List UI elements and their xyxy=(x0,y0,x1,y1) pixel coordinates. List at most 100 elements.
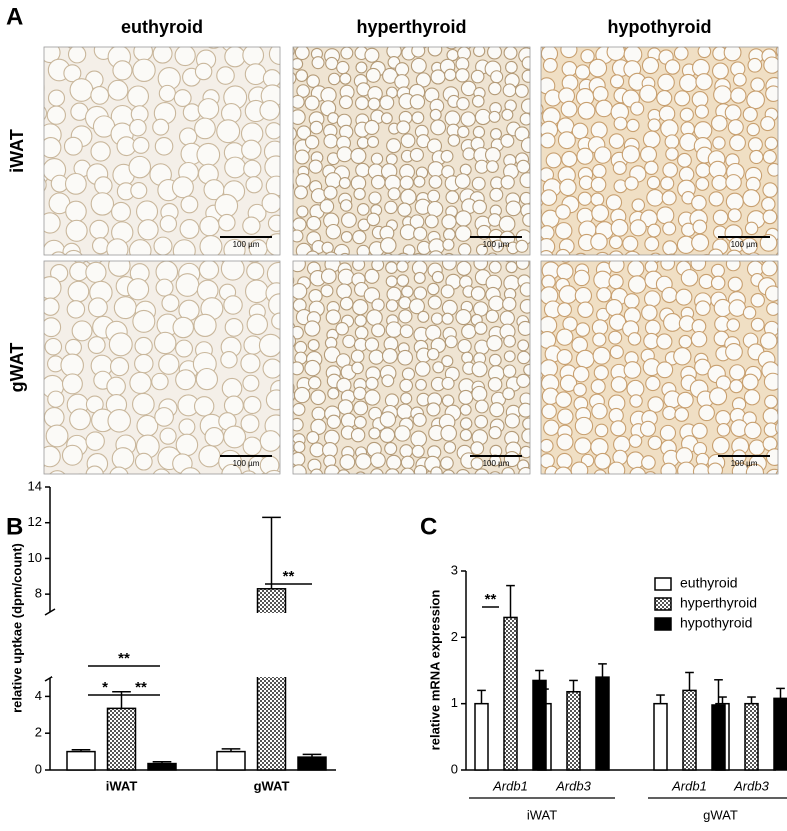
tissue-cell xyxy=(502,387,515,401)
tissue-cell xyxy=(646,188,664,207)
tissue-cell xyxy=(460,111,476,127)
tissue-cell xyxy=(129,371,152,395)
tissue-cell xyxy=(401,285,414,298)
tissue-cell xyxy=(650,252,662,255)
tissue-cell xyxy=(629,219,647,237)
tissue-cell xyxy=(759,332,778,350)
tissue-cell xyxy=(762,182,778,198)
image-border xyxy=(540,260,779,475)
tissue-cell xyxy=(333,243,350,255)
tissue-cell xyxy=(441,312,454,325)
tissue-cell xyxy=(383,252,393,255)
tissue-cell xyxy=(659,424,677,442)
tissue-cell xyxy=(518,466,530,474)
tissue-cell xyxy=(417,47,428,49)
tissue-cell xyxy=(379,237,397,254)
tissue-cell xyxy=(111,447,135,470)
tissue-cell xyxy=(89,219,109,240)
tissue-cell xyxy=(716,32,728,44)
tissue-cell xyxy=(293,440,306,454)
tissue-cell xyxy=(265,389,280,411)
tissue-cell xyxy=(557,408,574,425)
tissue-cell xyxy=(779,102,787,117)
tissue-cell xyxy=(764,28,780,44)
tissue-cell xyxy=(424,214,439,229)
tissue-cell xyxy=(414,361,431,377)
tissue-cell xyxy=(763,56,778,74)
tissue-cell xyxy=(712,62,729,80)
tissue-cell xyxy=(295,242,312,255)
tissue-cell xyxy=(645,375,661,392)
tissue-cell xyxy=(743,389,761,406)
tissue-cell xyxy=(641,455,656,470)
significance-label: ** xyxy=(118,650,130,667)
tissue-cell xyxy=(780,392,787,408)
tissue-cell xyxy=(612,47,623,49)
tissue-cell xyxy=(627,261,645,278)
tissue-cell xyxy=(309,442,325,458)
tissue-cell xyxy=(67,47,87,64)
tissue-cell xyxy=(427,189,441,203)
tissue-cell xyxy=(355,453,372,470)
axis-break-gap xyxy=(52,613,338,677)
tissue-cell xyxy=(591,402,608,420)
tissue-cell xyxy=(370,478,385,493)
tissue-cell xyxy=(712,136,726,150)
tissue-cell xyxy=(707,462,724,474)
tissue-cell xyxy=(519,445,530,459)
tissue-cell xyxy=(489,471,501,474)
tissue-cell xyxy=(180,195,199,214)
tissue-cell xyxy=(319,199,335,214)
tissue-cell xyxy=(725,261,741,272)
tissue-cell xyxy=(608,133,625,149)
tissue-cell xyxy=(624,250,641,255)
tissue-cell xyxy=(746,90,765,110)
tissue-cell xyxy=(242,47,265,67)
tissue-cell xyxy=(441,261,457,271)
tissue-cell xyxy=(69,78,94,102)
tissue-cell xyxy=(474,399,489,414)
tissue-cell xyxy=(516,159,530,174)
tissue-cell xyxy=(777,326,778,335)
tissue-cell xyxy=(385,299,399,312)
tissue-cell xyxy=(293,168,294,175)
bar xyxy=(682,689,697,771)
tissue-cell xyxy=(437,47,440,48)
tissue-cell xyxy=(204,427,225,447)
tissue-cell xyxy=(574,416,594,436)
tissue-cell xyxy=(85,431,105,451)
tissue-cell xyxy=(411,111,425,125)
tissue-cell xyxy=(730,87,747,104)
bar xyxy=(66,750,96,771)
tissue-cell xyxy=(20,62,41,83)
tissue-cell xyxy=(502,83,517,98)
tissue-cell xyxy=(574,64,591,80)
tissue-cell xyxy=(352,230,367,245)
tissue-cell xyxy=(47,89,66,107)
tissue-cell xyxy=(595,99,613,118)
tissue-cell xyxy=(592,86,609,102)
tissue-cell xyxy=(610,376,628,393)
tissue-cell xyxy=(44,47,61,64)
tissue-cell xyxy=(763,372,778,391)
tissue-cell xyxy=(725,343,743,361)
tissue-cell xyxy=(518,402,530,418)
tissue-cell xyxy=(486,160,499,173)
tissue-cell xyxy=(501,108,514,121)
tissue-cell xyxy=(293,182,295,191)
tissue-cell xyxy=(264,155,280,179)
tissue-cell xyxy=(384,200,398,215)
scale-bar-label: 100 µm xyxy=(731,240,758,249)
tissue-cell xyxy=(500,175,515,190)
tissue-cell xyxy=(557,302,572,318)
tissue-cell xyxy=(727,119,744,136)
tissue-cell xyxy=(576,147,594,165)
tissue-cell xyxy=(293,194,294,199)
tissue-cell xyxy=(44,52,46,63)
tissue-cell xyxy=(45,47,58,49)
tissue-cell xyxy=(541,225,555,241)
tissue-cell xyxy=(577,301,594,318)
tissue-cell xyxy=(154,137,174,156)
tissue-cell xyxy=(691,194,707,211)
